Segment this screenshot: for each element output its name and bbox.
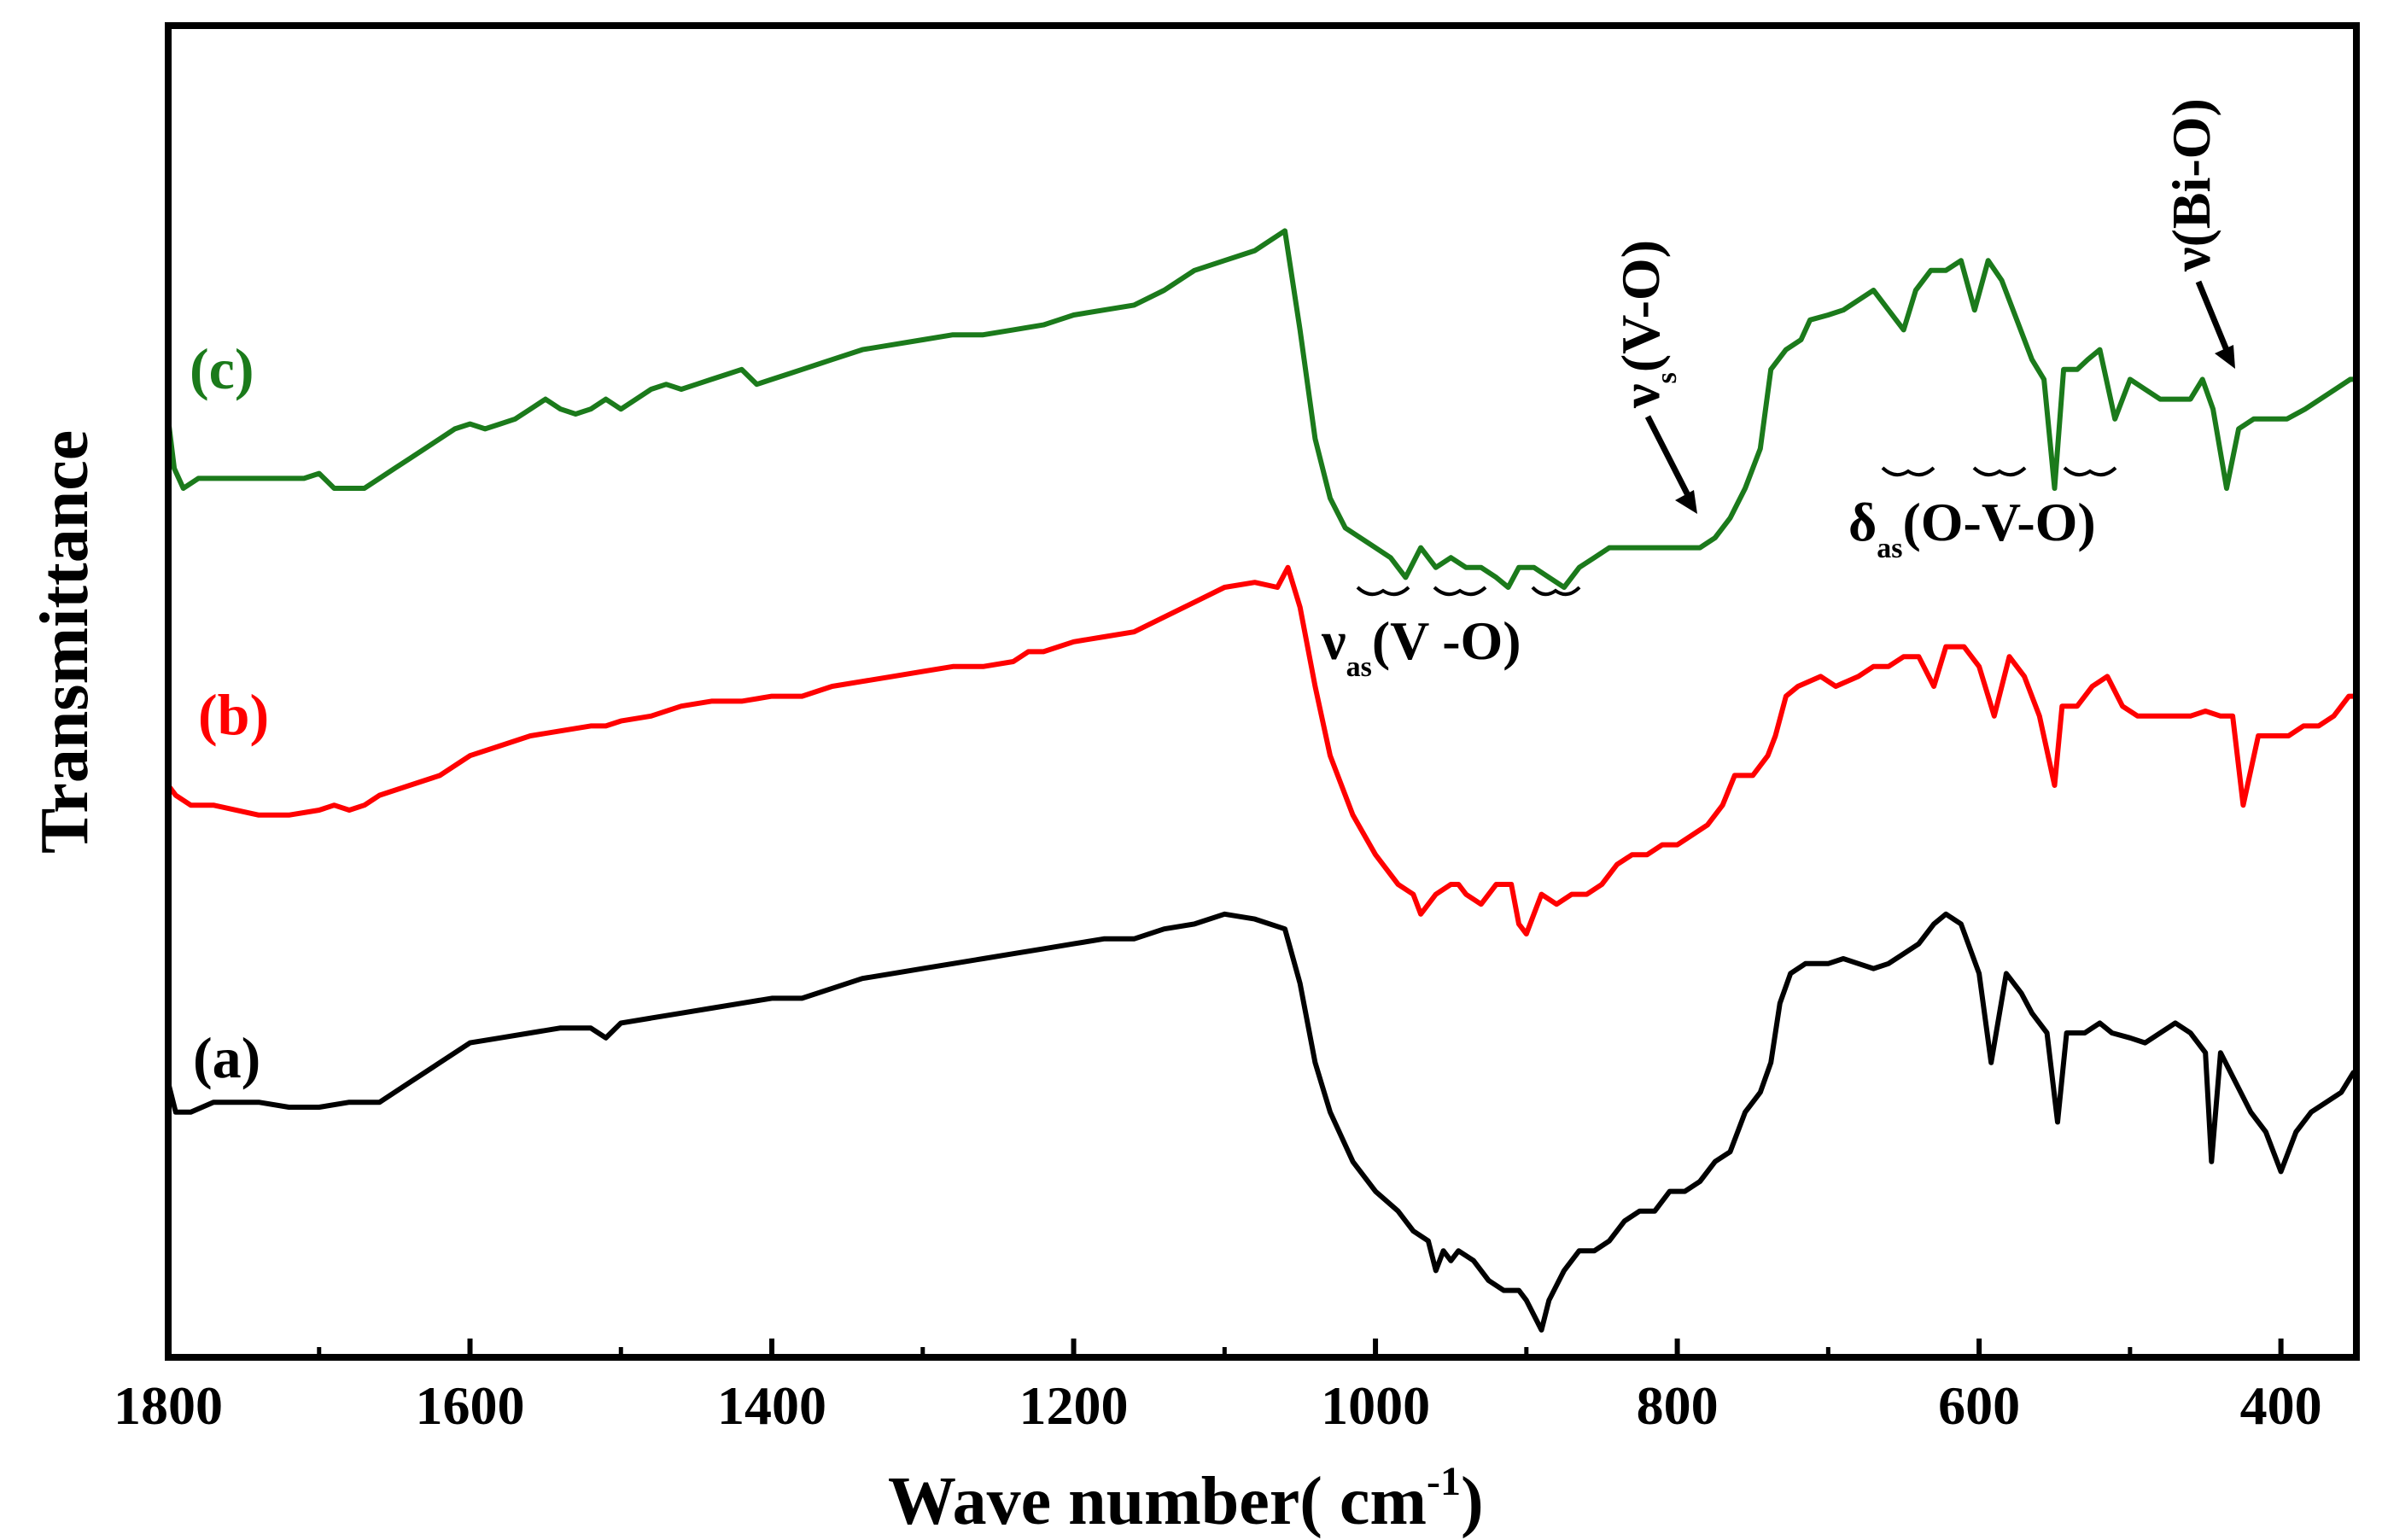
svg-text:ν(Bi-O): ν(Bi-O) (2161, 98, 2221, 272)
x-tick-label: 400 (2240, 1375, 2322, 1436)
x-tick-label: 600 (1938, 1375, 2020, 1436)
svg-text:δas(O-V-O): δas(O-V-O) (1848, 492, 2096, 564)
brace-1 (1356, 586, 1410, 597)
brace-3 (1531, 586, 1581, 597)
x-tick-label: 1800 (114, 1375, 223, 1436)
annotation-nu-as-v-o: νas(V -O) (1321, 586, 1581, 683)
series-label-b: (b) (198, 682, 269, 747)
series-label-c: (c) (190, 336, 254, 401)
svg-text:νas(V -O): νas(V -O) (1321, 610, 1521, 683)
y-axis-title: Transmittance (27, 430, 102, 854)
x-tick-label: 1200 (1019, 1375, 1129, 1436)
brace-6 (2063, 466, 2117, 477)
annotation-nu-s-v-o: νs(V-O) (1610, 240, 1697, 514)
brace-5 (1972, 466, 2027, 477)
series-line-b (166, 564, 2356, 936)
x-axis-title: Wave number( cm-1) (888, 1459, 1484, 1539)
series-line-c (166, 228, 2356, 590)
x-tick-label: 800 (1637, 1375, 1719, 1436)
x-tick-label: 1000 (1321, 1375, 1430, 1436)
annotation-delta-as-o-v-o: δas(O-V-O) (1848, 466, 2117, 564)
series-label-a: (a) (193, 1025, 260, 1090)
plot-frame (165, 22, 2360, 1361)
series-group (166, 228, 2356, 1333)
arrow-nu-bi-o (2195, 280, 2232, 356)
brace-4 (1881, 466, 1935, 477)
x-tick-label: 1400 (717, 1375, 826, 1436)
svg-text:νs(V-O): νs(V-O) (1610, 240, 1683, 409)
arrowhead-nu-bi-o (2215, 345, 2235, 369)
arrowhead-nu-s-v-o (1675, 490, 1697, 514)
x-ticks: 1800 1600 1400 1200 1000 800 600 400 (114, 1339, 2322, 1436)
x-tick-label: 1600 (416, 1375, 525, 1436)
arrow-nu-s-v-o (1644, 415, 1694, 502)
series-line-a (166, 911, 2356, 1333)
annotation-nu-bi-o: ν(Bi-O) (2161, 98, 2235, 369)
brace-2 (1433, 586, 1487, 597)
